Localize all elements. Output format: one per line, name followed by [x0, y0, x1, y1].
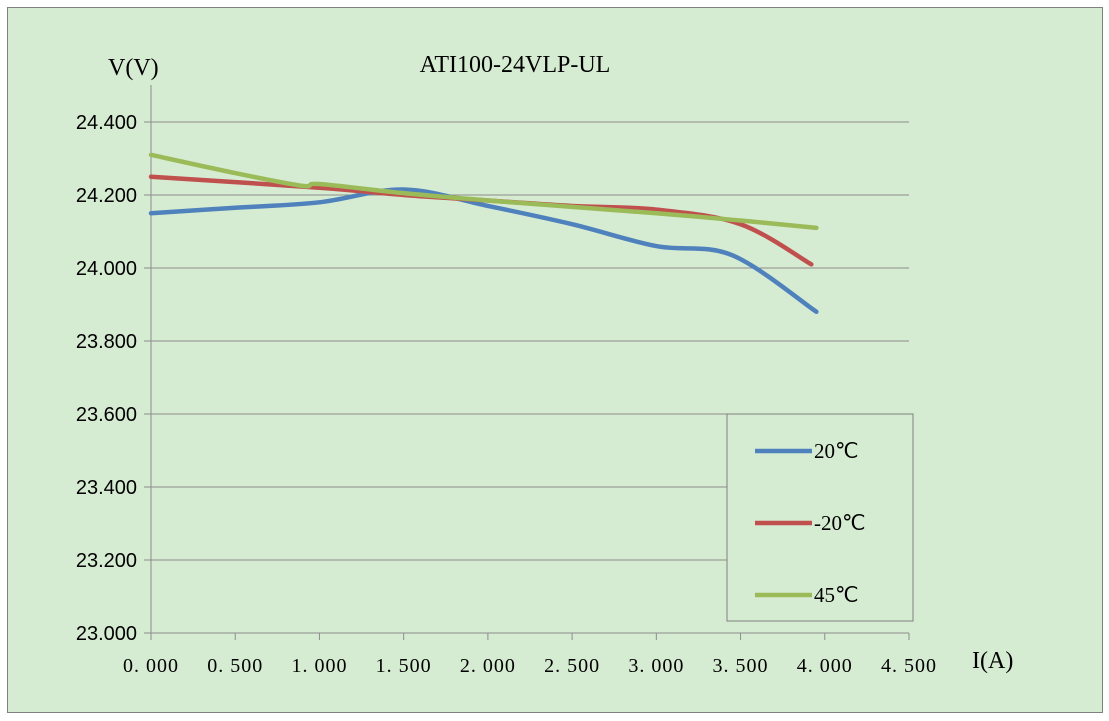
x-tick-label: 3. 500 [713, 655, 769, 677]
legend-box [726, 413, 914, 622]
y-tick-label: 23.400 [76, 477, 137, 499]
legend-label: 20℃ [814, 439, 859, 463]
x-tick-label: 2. 000 [460, 655, 516, 677]
y-tick-label: 23.000 [76, 623, 137, 645]
x-tick-labels: 0. 000 0. 500 1. 000 1. 500 2. 000 2. 500 3. 0… [123, 655, 937, 677]
x-axis-label: I(A) [972, 648, 1013, 674]
series-lines [148, 152, 819, 315]
x-tick-label: 4. 000 [797, 655, 853, 677]
series-line-1 [148, 187, 819, 315]
y-tick-label: 23.200 [76, 550, 137, 572]
y-tick-labels: 23.000 23.200 23.400 23.600 23.800 24.000 24.2… [76, 112, 137, 645]
y-axis-label: V(V) [108, 55, 159, 81]
legend-label: 45℃ [814, 583, 859, 607]
chart-title: ATI100-24VLP-UL [420, 52, 611, 78]
y-tick-label: 24.200 [76, 185, 137, 207]
legend-label: -20℃ [814, 511, 866, 535]
y-tick-label: 24.400 [76, 112, 137, 134]
series-line-3 [148, 152, 819, 231]
y-tick-label: 23.600 [76, 404, 137, 426]
x-tick-label: 0. 000 [123, 655, 179, 677]
x-tick-label: 4. 500 [881, 655, 937, 677]
x-tick-label: 2. 500 [544, 655, 600, 677]
x-tick-label: 1. 000 [291, 655, 347, 677]
y-tick-label: 23.800 [76, 331, 137, 353]
x-tick-label: 0. 500 [207, 655, 263, 677]
chart-area [7, 7, 1103, 713]
legend: 20℃ -20℃ 45℃ [726, 413, 914, 622]
x-tick-label: 1. 500 [376, 655, 432, 677]
x-tick-label: 3. 000 [628, 655, 684, 677]
y-tick-label: 24.000 [76, 258, 137, 280]
